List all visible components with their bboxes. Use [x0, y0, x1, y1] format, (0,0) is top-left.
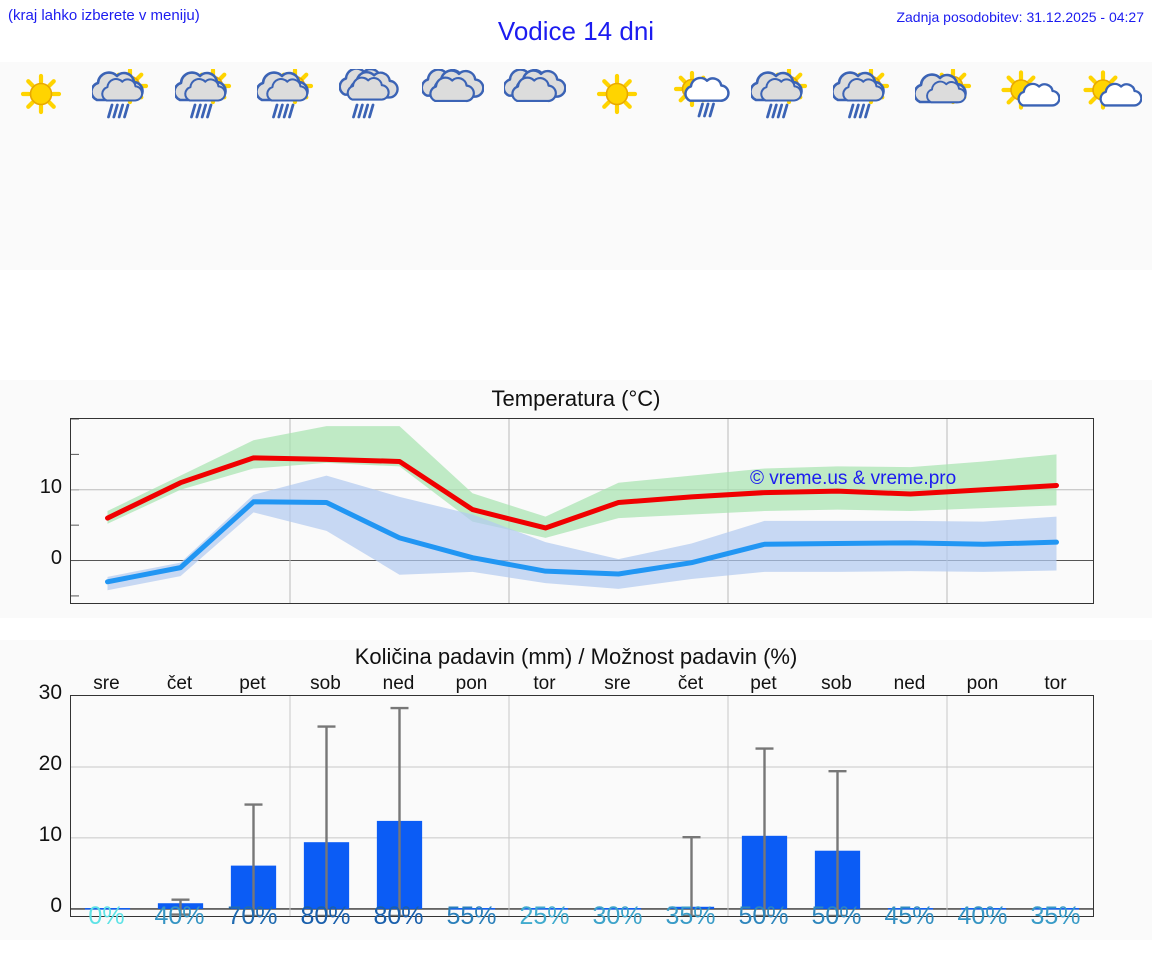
header-bar: (kraj lahko izberete v meniju) Vodice 14… [0, 0, 1152, 62]
precipitation-day-label: čet [677, 673, 704, 694]
forecast-day-column[interactable] [494, 62, 576, 270]
temperature-chart-title: Temperatura (°C) [491, 386, 661, 411]
temperature-y-tick-label: 0 [50, 546, 62, 569]
forecast-day-column[interactable] [82, 62, 164, 270]
precipitation-day-label: tor [1044, 673, 1067, 694]
forecast-day-column[interactable] [576, 62, 658, 270]
sun-icon [10, 68, 72, 120]
precipitation-chart-title: Količina padavin (mm) / Možnost padavin … [354, 644, 798, 669]
sun-smallcloud-icon [1080, 68, 1142, 120]
precipitation-plot-area [70, 695, 1094, 917]
precipitation-day-label: pon [966, 673, 999, 694]
sun-icon [586, 68, 648, 120]
spacer-1 [0, 270, 1152, 380]
precipitation-day-label: sre [93, 673, 120, 694]
precipitation-day-label: pet [239, 673, 266, 694]
cloudy-icon [421, 68, 484, 120]
cloudy-icon [503, 68, 566, 120]
forecast-day-column[interactable] [1070, 62, 1152, 270]
forecast-day-column[interactable] [823, 62, 905, 270]
last-updated-text: Zadnja posodobitev: 31.12.2025 - 04:27 [896, 9, 1144, 25]
forecast-day-column[interactable] [658, 62, 740, 270]
precipitation-day-label: sob [821, 673, 852, 694]
page-title: Vodice 14 dni [497, 16, 655, 46]
precipitation-probability-label: 40% [957, 902, 1008, 930]
sun-cloud-rain-icon [92, 68, 154, 120]
precipitation-probability-label: 45% [884, 902, 935, 930]
precipitation-y-tick-label: 20 [38, 751, 62, 775]
precipitation-day-label: sre [604, 673, 631, 694]
forecast-day-column[interactable] [247, 62, 329, 270]
temperature-plot-area [70, 418, 1094, 604]
precipitation-day-label: pet [750, 673, 777, 694]
forecast-day-column[interactable] [329, 62, 411, 270]
copyright-annotation: © vreme.us & vreme.pro [750, 468, 957, 489]
precipitation-day-label: tor [533, 673, 556, 694]
temperature-y-tick-label: 10 [39, 475, 62, 498]
precipitation-day-label: ned [382, 673, 415, 694]
forecast-day-column[interactable] [165, 62, 247, 270]
precipitation-probability-label: 50% [811, 902, 862, 930]
precipitation-y-tick-label: 30 [38, 681, 62, 704]
precipitation-day-label: pon [455, 673, 488, 694]
sun-cloud-rain-icon [832, 68, 895, 120]
temperature-chart: Temperatura (°C) 0 10 © vreme.us & vreme.p… [0, 380, 1152, 618]
precipitation-y-tick-label: 0 [50, 893, 62, 917]
precipitation-probability-label: 35% [665, 902, 716, 930]
menu-hint-text: (kraj lahko izberete v meniju) [8, 7, 200, 24]
precipitation-probability-label: 30% [592, 902, 643, 930]
forecast-day-column[interactable] [987, 62, 1069, 270]
precipitation-probability-label: 0% [88, 902, 125, 930]
forecast-strip [0, 62, 1152, 270]
precipitation-probability-label: 55% [446, 902, 497, 930]
precipitation-chart: Količina padavin (mm) / Možnost padavin … [0, 640, 1152, 940]
precipitation-probability-label: 80% [300, 902, 351, 930]
precipitation-day-label: ned [893, 673, 926, 694]
precipitation-day-label: čet [166, 673, 193, 694]
sun-cloud-icon [915, 68, 977, 120]
sun-cloud-rain-icon [174, 68, 237, 120]
sun-cloud-rain-icon [256, 68, 319, 120]
forecast-day-column[interactable] [905, 62, 987, 270]
precipitation-probability-label: 35% [1030, 902, 1081, 930]
cloud-rain-icon [339, 68, 401, 120]
sun-cloud-rain-icon [750, 68, 813, 120]
precipitation-y-tick-label: 10 [38, 822, 62, 846]
spacer-2 [0, 618, 1152, 640]
precipitation-day-label: sob [310, 673, 341, 694]
precipitation-probability-label: 50% [738, 902, 789, 930]
precipitation-probability-label: 80% [373, 902, 424, 930]
precipitation-probability-label: 70% [227, 902, 278, 930]
precipitation-probability-label: 25% [519, 902, 570, 930]
forecast-day-column[interactable] [741, 62, 823, 270]
forecast-day-column[interactable] [0, 62, 82, 270]
precipitation-probability-label: 40% [154, 902, 205, 930]
sun-smallcloud-icon [998, 68, 1060, 120]
sun-smallcloud-rain-icon [668, 68, 731, 120]
forecast-day-column[interactable] [411, 62, 493, 270]
